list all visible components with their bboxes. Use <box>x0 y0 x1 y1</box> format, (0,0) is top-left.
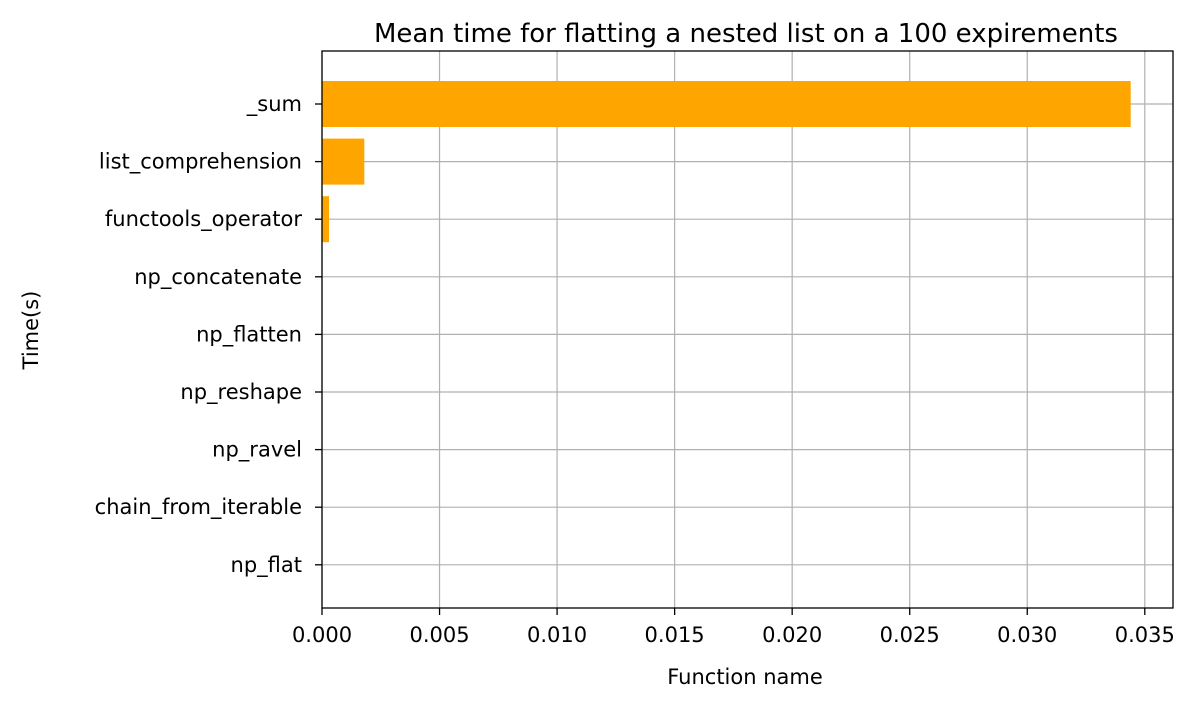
y-tick-label: np_ravel <box>212 438 302 463</box>
bars <box>322 81 1131 588</box>
x-tick-label: 0.015 <box>645 623 705 647</box>
y-tick-label: np_concatenate <box>134 265 302 290</box>
x-axis-ticks: 0.000 0.005 0.010 0.015 0.020 0.025 0.030 0.035 <box>292 608 1175 647</box>
y-tick-label: np_reshape <box>180 380 302 405</box>
y-tick-label: _sum <box>246 92 302 117</box>
x-axis-label: Function name <box>667 665 823 689</box>
x-tick-label: 0.010 <box>527 623 587 647</box>
x-tick-label: 0.025 <box>880 623 940 647</box>
x-tick-label: 0.005 <box>409 623 469 647</box>
y-axis-label: Time(s) <box>19 291 43 371</box>
x-tick-label: 0.000 <box>292 623 352 647</box>
y-tick-label: chain_from_iterable <box>95 495 302 520</box>
y-axis-ticks: _sum list_comprehension functools_operator… <box>95 92 322 578</box>
grid <box>321 51 1173 608</box>
y-tick-label: list_comprehension <box>99 150 302 175</box>
bar-_sum <box>322 81 1131 127</box>
x-tick-label: 0.035 <box>1115 623 1175 647</box>
plot-frame <box>321 50 1174 609</box>
y-tick-label: functools_operator <box>105 207 302 232</box>
x-tick-label: 0.020 <box>762 623 822 647</box>
chart-title: Mean time for flatting a nested list on … <box>374 19 1118 49</box>
y-tick-label: np_flat <box>231 553 302 578</box>
y-tick-label: np_flatten <box>196 322 302 347</box>
x-tick-label: 0.030 <box>997 623 1057 647</box>
bar-list_comprehension <box>322 138 365 185</box>
bar-functools_operator <box>322 196 330 243</box>
